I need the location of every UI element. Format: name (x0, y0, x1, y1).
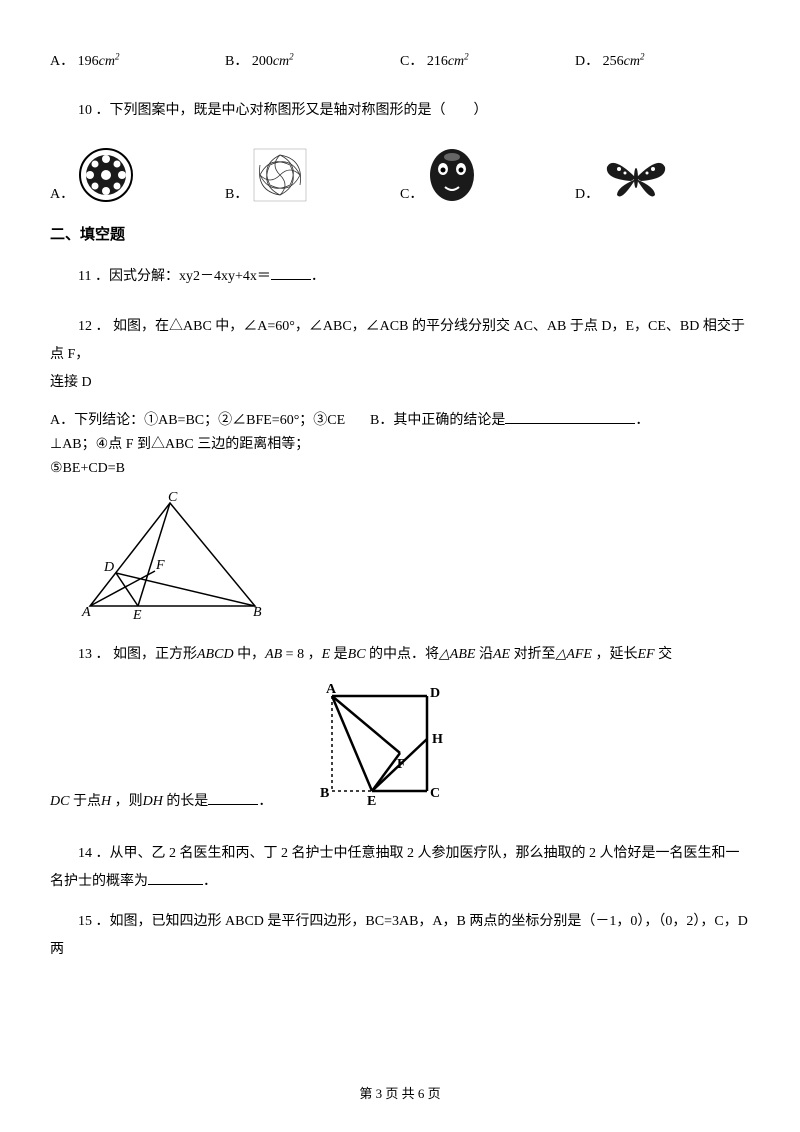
opt-label: D． (575, 54, 599, 69)
q-num: 14 ． (78, 846, 110, 861)
opt-label: C． (400, 183, 423, 203)
svg-text:A: A (81, 605, 91, 620)
svg-text:C: C (430, 786, 440, 801)
q13-figure: A D B C E F H (302, 681, 452, 816)
q13-line1: 13 ． 如图，正方形ABCD 中，AB = 8 ，E 是BC 的中点．将△AB… (50, 641, 750, 669)
svg-text:H: H (432, 732, 443, 747)
q12-options: A．下列结论：①AB=BC；②∠BFE=60°；③CE ⊥AB；④点 F 到△A… (50, 409, 750, 480)
q10-opt-c: C． (400, 147, 575, 203)
q15: 15 ．如图，已知四边形 ABCD 是平行四边形，BC=3AB，A，B 两点的坐… (50, 908, 750, 964)
opt-value: 200 (252, 54, 273, 69)
opt-label: C． (400, 54, 423, 69)
q10-image-options: A． B． C． (50, 147, 750, 203)
opt-label: A． (50, 54, 74, 69)
section-2-heading: 二、填空题 (50, 223, 750, 244)
q12-col-a: A．下列结论：①AB=BC；②∠BFE=60°；③CE ⊥AB；④点 F 到△A… (50, 409, 350, 480)
q9-option-d: D． 256cm2 (575, 50, 750, 70)
opt-value: 196 (78, 54, 99, 69)
butterfly-icon (603, 153, 669, 203)
q10-opt-b: B． (225, 147, 400, 203)
q14: 14 ．从甲、乙 2 名医生和丙、丁 2 名护士中任意抽取 2 人参加医疗队，那… (50, 840, 750, 896)
blank (271, 266, 311, 280)
svg-text:C: C (168, 491, 178, 505)
svg-text:E: E (367, 794, 376, 809)
svg-text:D: D (430, 686, 440, 701)
q-num: 13 ． (78, 647, 110, 662)
q-num: 12 ． (78, 319, 110, 334)
q-num: 11 ． (78, 269, 109, 284)
blank (505, 410, 635, 424)
svg-text:B: B (253, 605, 262, 620)
q10-opt-d: D． (575, 153, 750, 203)
opt-label: A． (50, 183, 74, 203)
q12-col-b: B．其中正确的结论是． (350, 409, 750, 433)
opt-label: B． (225, 183, 248, 203)
q9-option-c: C． 216cm2 (400, 50, 575, 70)
unit: cm2 (273, 54, 294, 69)
opt-label: B． (225, 54, 248, 69)
page-footer: 第 3 页 共 6 页 (0, 1083, 800, 1102)
svg-text:B: B (320, 786, 329, 801)
q9-option-a: A． 196cm2 (50, 50, 225, 70)
svg-text:A: A (326, 682, 337, 697)
q9-options-row: A． 196cm2 B． 200cm2 C． 216cm2 D． 256cm2 (50, 50, 750, 70)
opt-value: 256 (603, 54, 624, 69)
q13-line2: DC 于点H ，则DH 的长是． A D B C E F (50, 681, 750, 816)
blank (208, 791, 258, 805)
mask-icon (427, 147, 477, 203)
unit: cm2 (99, 54, 120, 69)
svg-text:D: D (103, 560, 114, 575)
q-num: 10 ． (78, 103, 110, 118)
triangle-diagram: A B C D E F (70, 491, 270, 621)
square-fold-diagram: A D B C E F H (302, 681, 452, 816)
unit: cm2 (624, 54, 645, 69)
q12-figure: A B C D E F (70, 491, 750, 621)
blank (148, 871, 203, 885)
svg-text:F: F (397, 757, 406, 772)
svg-text:F: F (155, 558, 165, 573)
spiral-icon (252, 147, 308, 203)
q-num: 15 ． (78, 914, 110, 929)
q11: 11 ．因式分解：xy2－4xy+4x＝． (50, 264, 750, 289)
unit: cm2 (448, 54, 469, 69)
opt-value: 216 (427, 54, 448, 69)
q10-text: 10 ．下列图案中，既是中心对称图形又是轴对称图形的是（ ） (50, 98, 750, 123)
q12-text: 12 ． 如图，在△ABC 中，∠A=60°，∠ABC，∠ACB 的平分线分别交… (50, 313, 750, 397)
opt-label: D． (575, 183, 599, 203)
q9-option-b: B． 200cm2 (225, 50, 400, 70)
mandala-icon (78, 147, 134, 203)
svg-text:E: E (132, 608, 142, 621)
q10-opt-a: A． (50, 147, 225, 203)
